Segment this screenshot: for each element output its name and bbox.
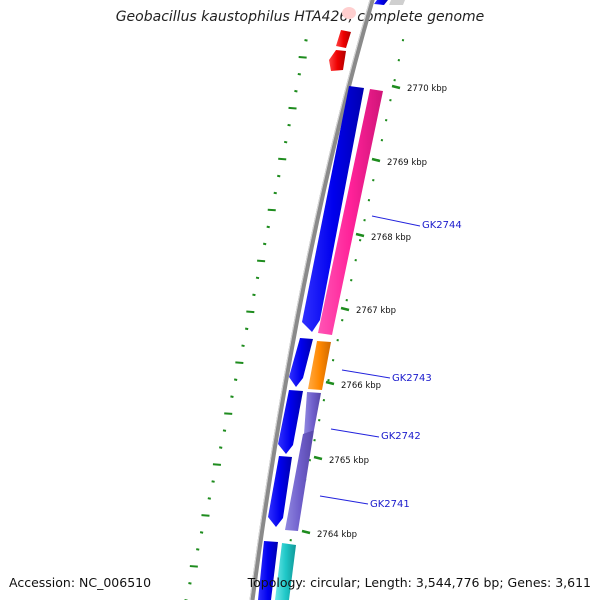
gc-mark <box>255 276 260 280</box>
map-title: Geobacillus kaustophilus HTA426, complet… <box>115 9 485 25</box>
gene-leader-line <box>341 369 391 379</box>
scale-tick <box>391 84 401 90</box>
gc-mark <box>277 174 281 178</box>
gc-mark <box>235 361 244 365</box>
kbp-scale: 2770 kbp 2769 kbp 2768 kbp 2767 kbp 2766 kbp… <box>301 84 447 540</box>
scale-tick <box>371 157 381 163</box>
cds-forward-top[interactable] <box>374 0 388 5</box>
gene-label[interactable]: GK2743 <box>392 373 432 384</box>
gc-mark <box>287 123 291 127</box>
cds-forward[interactable] <box>289 338 313 387</box>
gc-content-track <box>184 39 308 600</box>
gc-mark <box>222 429 227 432</box>
topology-summary: Topology: circular; Length: 3,544,776 bp… <box>247 575 591 590</box>
gc-mark <box>297 72 301 76</box>
gene-label[interactable]: GK2744 <box>422 220 462 231</box>
scale-tick <box>313 455 323 461</box>
gc-mark <box>211 480 215 483</box>
reverse-strand-track <box>275 0 405 600</box>
cds-cyan[interactable] <box>275 543 296 600</box>
cds-forward[interactable] <box>302 86 364 332</box>
cds-forward[interactable] <box>268 456 292 527</box>
cds-gk2743[interactable] <box>308 341 331 390</box>
scale-tick-label: 2770 kbp <box>407 84 447 94</box>
gc-mark <box>189 565 198 568</box>
cds-gk2741[interactable] <box>285 430 314 531</box>
scale-tick <box>301 529 311 535</box>
scale-tick <box>355 232 365 238</box>
gc-mark <box>246 310 255 314</box>
gc-mark <box>283 140 288 144</box>
gc-mark <box>288 106 297 110</box>
gene-label[interactable]: GK2741 <box>370 499 410 510</box>
gc-mark <box>266 225 270 229</box>
scale-tick-label: 2764 kbp <box>317 530 357 540</box>
gene-leader-line <box>371 215 421 227</box>
genome-backbone <box>249 0 375 600</box>
gc-mark <box>230 395 234 398</box>
gene-leader-line <box>319 495 369 505</box>
faded-feature <box>342 7 356 19</box>
scale-tick-label: 2765 kbp <box>329 456 369 466</box>
cds-forward[interactable] <box>278 390 303 454</box>
gene-leader-line <box>330 428 380 438</box>
scale-tick-label: 2767 kbp <box>356 306 396 316</box>
gc-mark <box>273 191 277 195</box>
scale-tick-label: 2766 kbp <box>341 381 381 391</box>
gc-mark <box>233 378 238 381</box>
gc-mark <box>199 531 204 534</box>
scale-tick <box>340 306 350 312</box>
cds-forward[interactable] <box>258 541 278 600</box>
gc-mark <box>298 55 307 59</box>
gc-mark <box>207 497 212 500</box>
gc-mark <box>267 208 276 212</box>
cds-red[interactable] <box>329 50 346 71</box>
gc-mark <box>196 548 200 551</box>
gene-labels: GK2744 GK2743 GK2742 GK2741 <box>319 215 462 510</box>
gc-mark <box>212 463 222 466</box>
gc-mark <box>252 293 256 297</box>
scale-tick-label: 2768 kbp <box>371 233 411 243</box>
cds-gk2742[interactable] <box>304 392 321 434</box>
genome-backbone-highlight <box>249 0 371 600</box>
gc-mark <box>244 327 249 331</box>
gc-mark <box>219 446 223 449</box>
cds-red[interactable] <box>336 30 351 48</box>
gc-mark <box>224 412 233 415</box>
gc-mark <box>188 582 192 585</box>
gene-label[interactable]: GK2742 <box>381 431 421 442</box>
scale-tick <box>325 380 335 386</box>
scale-tick-label: 2769 kbp <box>387 158 427 168</box>
accession-text: Accession: NC_006510 <box>9 575 152 590</box>
gc-mark <box>241 344 245 348</box>
gc-mark <box>201 514 210 517</box>
gc-mark <box>304 39 308 42</box>
gc-mark <box>294 89 298 93</box>
cds-grey-top[interactable] <box>389 0 405 5</box>
gc-mark <box>257 259 266 263</box>
gc-mark <box>262 242 267 246</box>
forward-strand-track <box>258 0 388 600</box>
cds-gk2744[interactable] <box>318 89 383 335</box>
gc-mark <box>278 157 287 161</box>
